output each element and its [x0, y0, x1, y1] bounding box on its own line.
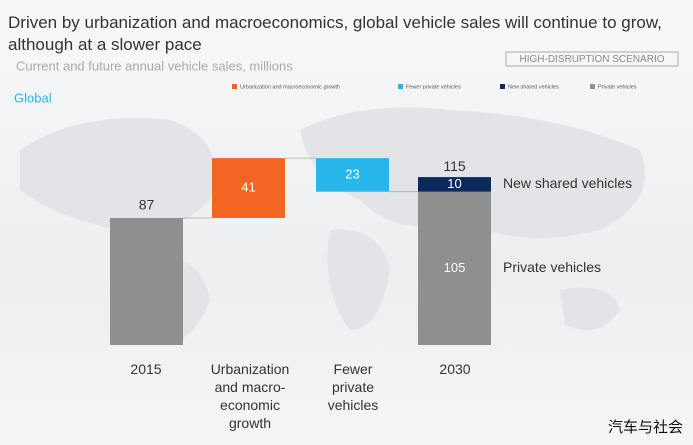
- legend-label: New shared vehicles: [508, 84, 559, 90]
- bar: [212, 158, 285, 218]
- x-tick-label: 2015: [130, 361, 162, 377]
- region: Global: [14, 90, 52, 105]
- value-label: 87: [139, 197, 155, 213]
- legend-swatch: [500, 84, 505, 89]
- bar: [110, 217, 183, 345]
- legend-label: Urbanization and macroeconomic growth: [240, 84, 340, 90]
- value-label: 41: [241, 179, 255, 194]
- series-label: New shared vehicles: [503, 175, 632, 191]
- title: Driven by urbanization and macroeconomic…: [8, 13, 662, 32]
- bar: [418, 191, 491, 345]
- x-tick-label: Fewer private vehicles: [327, 361, 379, 413]
- scenario-box: [505, 51, 679, 67]
- x-tick-label: 2030: [439, 361, 471, 377]
- bar: [418, 177, 491, 192]
- total-label: 115: [443, 158, 466, 174]
- chart-title: Driven by urbanization and macroeconomic…: [8, 13, 662, 54]
- x-tick-label: Urbanization and macro-economic growth: [210, 361, 290, 431]
- value-label: 10: [447, 176, 461, 191]
- series-label: Private vehicles: [503, 259, 601, 275]
- legend-label: Fewer private vehicles: [406, 84, 461, 90]
- map-background: [20, 107, 645, 342]
- value-label: 23: [345, 166, 359, 181]
- legend-swatch: [232, 84, 237, 89]
- legend-swatch: [590, 84, 595, 89]
- bar: [316, 158, 389, 192]
- subtitle: Current and future annual vehicle sales,…: [16, 58, 293, 73]
- value-label: 105: [444, 260, 466, 275]
- title-line: although at a slower pace: [8, 35, 202, 54]
- legend-swatch: [398, 84, 403, 89]
- scenario: HIGH-DISRUPTION SCENARIO: [519, 54, 664, 65]
- watermark: 汽车与社会: [607, 419, 683, 436]
- legend-label: Private vehicles: [598, 84, 637, 90]
